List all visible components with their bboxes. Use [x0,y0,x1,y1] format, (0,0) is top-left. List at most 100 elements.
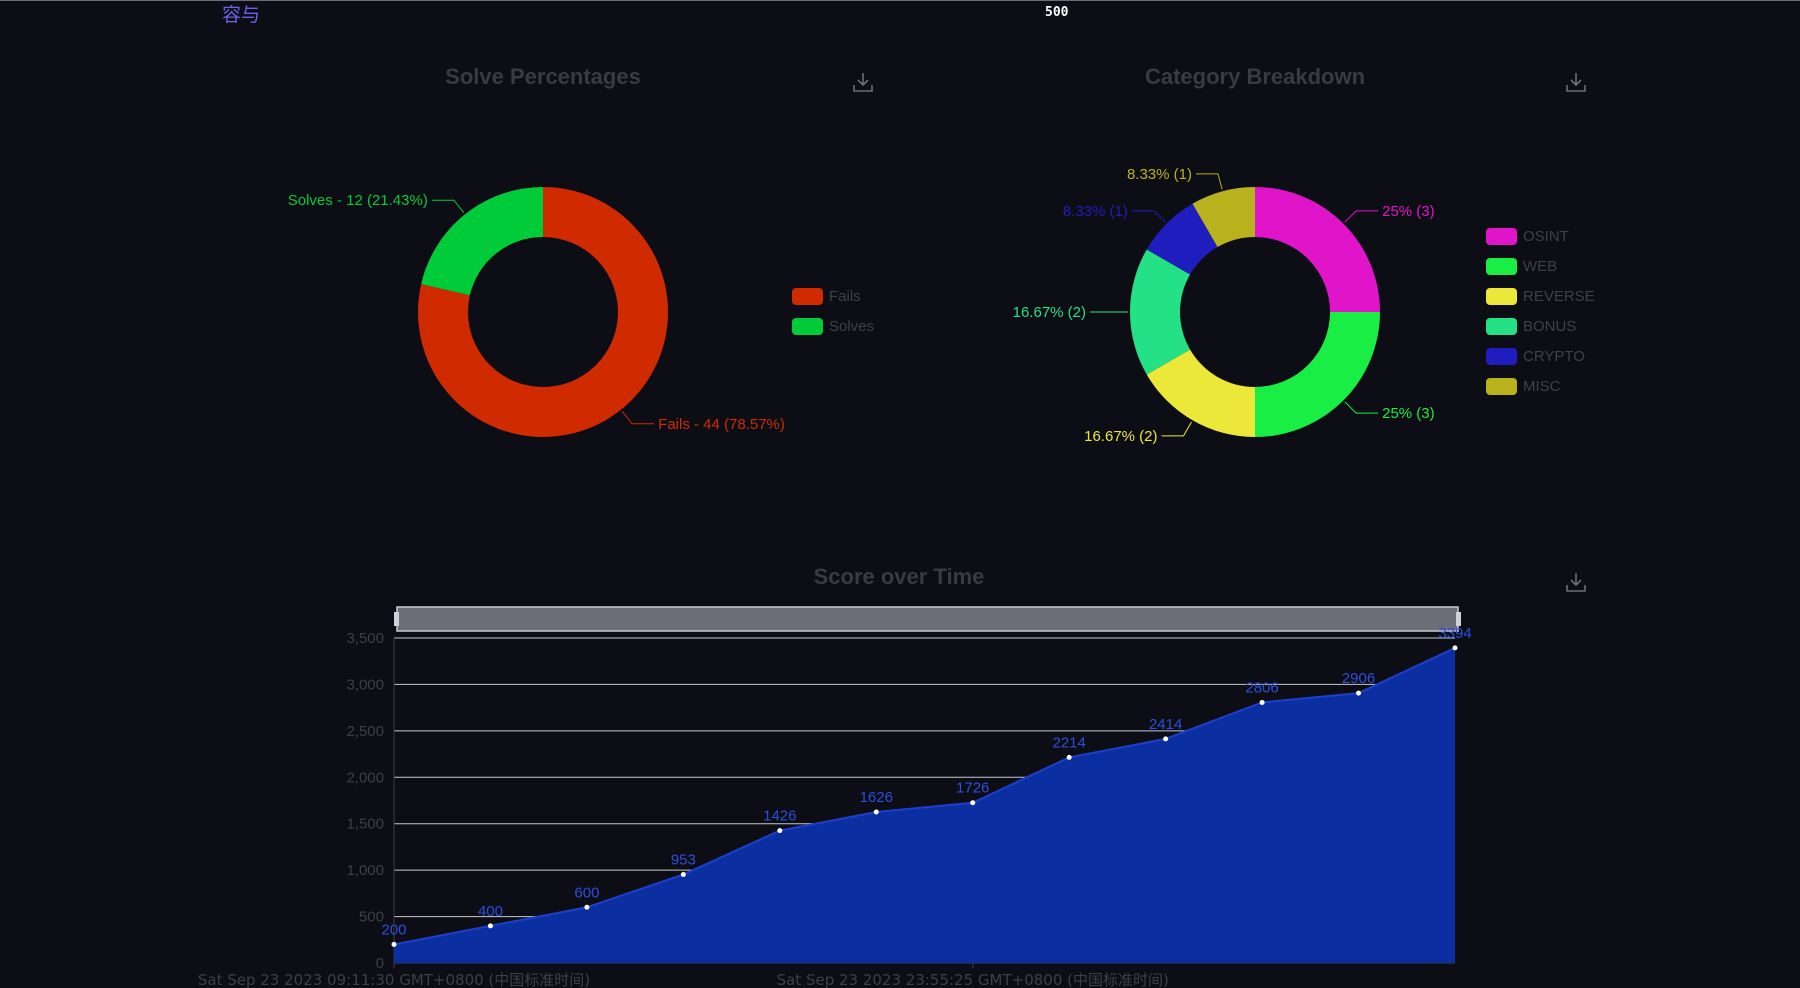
x-tick-label: Sat Sep 23 2023 23:55:25 GMT+0800 (中国标准时… [777,971,1169,988]
y-tick-label: 0 [376,955,384,972]
solve-slice-fails[interactable] [418,187,668,437]
user-score: 500 [1045,5,1069,20]
solve-leader-solves [431,199,465,214]
data-label: 1726 [956,780,989,797]
y-tick-label: 2,000 [346,769,384,786]
solve-data-label: Fails - 44 (78.57%) [658,416,785,433]
data-label: 600 [574,884,599,901]
category-leader-misc [1195,173,1223,190]
score-area [394,647,1455,963]
data-label: 400 [478,903,503,920]
category-leader-reverse [1161,421,1192,437]
legend-item-misc[interactable]: MISC [1486,371,1595,401]
zoom-range-slider[interactable] [396,606,1459,632]
solve-chart-title: Solve Percentages [445,64,641,89]
solve-slice-solves[interactable] [421,187,543,296]
legend-item-solves[interactable]: Solves [792,311,874,341]
legend-swatch [1486,287,1517,305]
category-slice-web[interactable] [1255,312,1380,437]
data-label: 2906 [1342,670,1375,687]
data-label: 1426 [763,808,796,825]
category-slice-reverse[interactable] [1146,349,1255,438]
data-point[interactable] [1452,645,1458,651]
score-chart-title: Score over Time [813,564,985,589]
category-slice-osint[interactable] [1255,187,1380,312]
legend-item-crypto[interactable]: CRYPTO [1486,341,1595,371]
user-name[interactable]: 容与 [222,4,261,26]
category-leader-crypto [1131,210,1166,223]
legend-swatch [1486,257,1517,275]
legend-swatch [792,287,823,305]
data-label: 2214 [1052,734,1085,751]
legend-label: WEB [1523,257,1558,275]
slider-handle-left[interactable] [394,612,399,626]
legend-swatch [1486,227,1517,245]
y-tick-label: 1,000 [346,862,384,879]
data-label: 953 [671,852,696,869]
legend-item-osint[interactable]: OSINT [1486,221,1595,251]
legend-swatch [1486,347,1517,365]
data-point[interactable] [1163,736,1169,742]
top-border [0,0,1800,1]
data-point[interactable] [391,941,397,947]
legend-label: Fails [829,287,861,305]
category-data-label: 16.67% (2) [1013,304,1086,321]
data-label: 1626 [860,789,893,806]
x-tick-label: Sat Sep 23 2023 09:11:30 GMT+0800 (中国标准时… [198,971,590,988]
data-label: 3394 [1438,625,1471,642]
y-tick-label: 2,500 [346,723,384,740]
data-label: 200 [381,921,406,938]
data-point[interactable] [873,809,879,815]
legend-swatch [1486,317,1517,335]
category-slice-crypto[interactable] [1146,203,1218,275]
legend-label: OSINT [1523,227,1569,245]
data-point[interactable] [584,904,590,910]
category-leader-osint [1344,210,1379,223]
data-point[interactable] [1259,699,1265,705]
category-data-label: 16.67% (2) [1084,428,1157,445]
download-icon[interactable] [852,71,874,93]
category-slice-misc[interactable] [1192,187,1256,248]
data-label: 2806 [1245,679,1278,696]
data-point[interactable] [1066,754,1072,760]
slider-handle-right[interactable] [1456,612,1461,626]
legend-swatch [792,317,823,335]
y-tick-label: 1,500 [346,816,384,833]
solve-data-label: Solves - 12 (21.43%) [288,192,428,209]
category-data-label: 8.33% (1) [1063,203,1128,220]
legend-label: MISC [1523,377,1561,395]
category-leader-web [1344,401,1379,414]
download-icon[interactable] [1565,571,1587,593]
y-tick-label: 500 [359,909,384,926]
category-slice-bonus[interactable] [1130,249,1191,375]
data-point[interactable] [970,800,976,806]
legend-label: REVERSE [1523,287,1595,305]
legend-swatch [1486,377,1517,395]
legend-item-bonus[interactable]: BONUS [1486,311,1595,341]
legend-label: Solves [829,317,875,335]
y-tick-label: 3,000 [346,676,384,693]
legend-item-reverse[interactable]: REVERSE [1486,281,1595,311]
download-icon[interactable] [1565,71,1587,93]
data-point[interactable] [1356,690,1362,696]
data-point[interactable] [777,828,783,834]
legend-label: BONUS [1523,317,1577,335]
legend-item-web[interactable]: WEB [1486,251,1595,281]
solve-leader-fails [621,410,655,425]
data-point[interactable] [680,872,686,878]
y-tick-label: 3,500 [346,630,384,647]
solve-legend: Fails Solves [792,281,874,341]
category-data-label: 25% (3) [1382,405,1435,422]
category-data-label: 8.33% (1) [1127,166,1192,183]
legend-item-fails[interactable]: Fails [792,281,874,311]
category-chart-title: Category Breakdown [1144,64,1366,89]
legend-label: CRYPTO [1523,347,1585,365]
data-label: 2414 [1149,716,1182,733]
score-line [393,646,1456,946]
data-point[interactable] [487,923,493,929]
category-legend: OSINT WEB REVERSE BONUS CRYPTO MISC [1486,221,1595,401]
category-data-label: 25% (3) [1382,203,1435,220]
